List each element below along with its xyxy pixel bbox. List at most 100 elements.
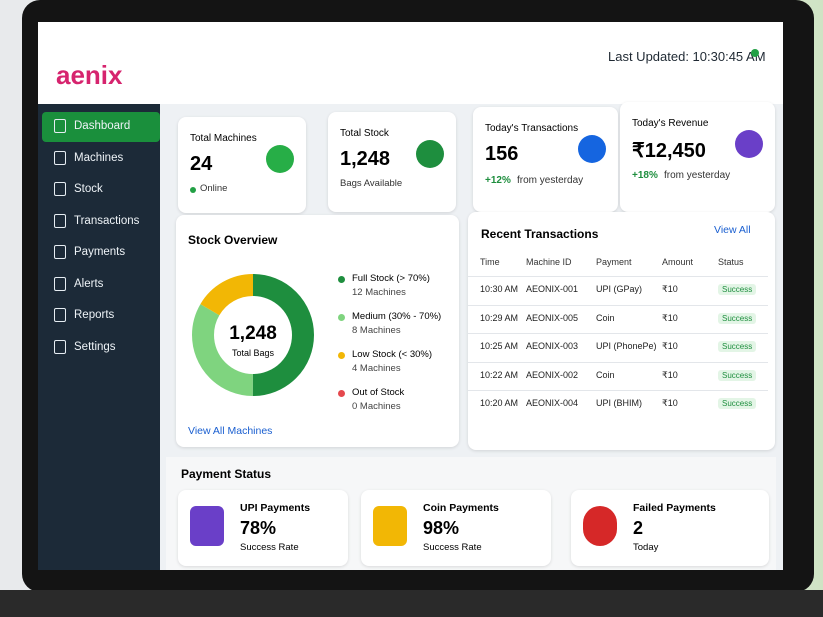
payment-note: Success Rate	[423, 542, 482, 553]
active-item-bg	[42, 112, 160, 142]
nav-icon	[54, 213, 66, 228]
view-all[interactable]: View All	[714, 224, 751, 236]
card-value: 156	[485, 143, 519, 165]
nav-item[interactable]: Transactions	[74, 214, 140, 227]
status-badge: Success	[718, 341, 757, 352]
payment-value: 78%	[240, 518, 277, 538]
card-value: ₹12,450	[632, 140, 706, 162]
legend-dot	[338, 276, 345, 283]
table-cell: Coin	[596, 312, 615, 323]
table-cell: ₹10	[662, 341, 678, 351]
legend-count: 0 Machines	[352, 401, 401, 412]
payment-icon	[583, 506, 617, 546]
table-cell: ₹10	[662, 398, 678, 408]
donut-total-label: Total Bags	[231, 348, 275, 358]
table-cell: 10:30 AM	[480, 284, 519, 294]
nav-icon	[54, 339, 66, 354]
donut-chart	[192, 274, 314, 396]
stat-card: Today's Transactions 156 +12% from yesterda…	[473, 107, 618, 212]
nav-item[interactable]: Reports	[74, 309, 115, 321]
row-divider	[468, 361, 768, 363]
card-icon	[735, 130, 763, 158]
table-cell: ₹10	[662, 312, 678, 323]
table-cell: 10:25 AM	[480, 341, 519, 351]
row-divider	[468, 276, 768, 277]
column-header: Machine ID	[526, 257, 572, 267]
payment-title: Failed Payments	[633, 502, 716, 514]
nav-icon	[54, 119, 66, 133]
table-cell: UPI (BHIM)	[596, 398, 642, 408]
card-value: 24	[190, 153, 213, 175]
transactions-panel: Recent Transactions View All Time Machine I…	[468, 212, 775, 450]
row-divider	[468, 390, 768, 391]
stat-card: Today's Revenue ₹12,450 +18% from yesterday	[620, 102, 775, 212]
nav-icon	[54, 182, 66, 196]
nav-item[interactable]: Settings	[74, 340, 116, 353]
card-note: from yesterday	[664, 170, 731, 181]
top-bar	[38, 22, 783, 104]
nav-icon	[54, 308, 66, 322]
status-badge: Success	[718, 284, 757, 295]
legend-dot	[338, 390, 345, 397]
stat-card: Total Stock 1,248 Bags Available	[328, 112, 456, 212]
card-note: Bags Available	[340, 178, 403, 189]
payment-card: UPI Payments 78% Success Rate	[178, 490, 348, 566]
column-header: Payment	[596, 257, 632, 267]
last-updated: Last Updated: 10:30:45 AM	[608, 49, 766, 64]
table-cell: ₹10	[662, 369, 678, 380]
table-cell: AEONIX-001	[526, 284, 579, 294]
payment-icon	[373, 506, 407, 546]
laptop-base	[0, 590, 823, 617]
card-note: Online	[200, 183, 228, 194]
sidebar	[38, 104, 160, 570]
table-cell: Coin	[596, 369, 615, 380]
view-all-machines[interactable]: View All Machines	[188, 425, 273, 437]
stock-panel: Stock Overview 1,248 Total Bags Full Stock …	[176, 215, 459, 447]
payment-value: 2	[633, 518, 644, 538]
table-cell: 10:20 AM	[480, 398, 519, 408]
nav-icon	[54, 276, 66, 291]
card-icon	[266, 145, 294, 173]
table-cell: UPI (PhonePe)	[596, 341, 657, 351]
legend-name: Medium (30% - 70%)	[352, 311, 442, 322]
card-title: Today's Transactions	[485, 123, 579, 134]
nav-icon	[54, 150, 66, 165]
nav-item[interactable]: Payments	[74, 246, 126, 258]
panel-title: Recent Transactions	[481, 227, 599, 241]
table-cell: ₹10	[662, 284, 678, 294]
payment-panel: Payment Status UPI Payments 78% Success Rat…	[166, 457, 776, 570]
card-value: 1,248	[340, 148, 391, 170]
legend-count: 12 Machines	[352, 287, 406, 298]
legend-count: 4 Machines	[352, 363, 401, 374]
panel-title: Payment Status	[181, 467, 272, 481]
card-change: +12%	[485, 175, 511, 186]
nav-item[interactable]: Stock	[74, 183, 103, 195]
table-cell: 10:22 AM	[480, 369, 519, 380]
nav-icon	[54, 245, 66, 259]
row-divider	[468, 304, 768, 306]
screen: aenix Last Updated: 10:30:45 AM Dashboar…	[38, 22, 783, 570]
payment-note: Today	[633, 542, 659, 553]
card-change: +18%	[632, 170, 658, 181]
table-cell: AEONIX-002	[526, 369, 579, 380]
legend-dot	[338, 314, 345, 321]
card-title: Total Machines	[190, 133, 257, 144]
table-cell: 10:29 AM	[480, 312, 519, 323]
status-dot	[751, 49, 759, 57]
card-icon	[578, 135, 606, 163]
nav-item[interactable]: Alerts	[74, 277, 104, 290]
donut-total: 1,248	[229, 323, 277, 344]
donut-segment	[192, 274, 314, 396]
legend-name: Out of Stock	[352, 387, 405, 398]
nav-item[interactable]: Machines	[74, 151, 124, 164]
payment-icon	[190, 506, 224, 546]
column-header: Amount	[662, 257, 694, 267]
payment-title: Coin Payments	[423, 502, 499, 514]
online-dot	[190, 187, 196, 193]
status-badge: Success	[718, 312, 757, 324]
column-header: Status	[718, 257, 744, 267]
stat-card: Total Machines 24 Online	[178, 117, 306, 213]
nav-item[interactable]: Dashboard	[74, 120, 131, 132]
legend-count: 8 Machines	[352, 325, 401, 336]
